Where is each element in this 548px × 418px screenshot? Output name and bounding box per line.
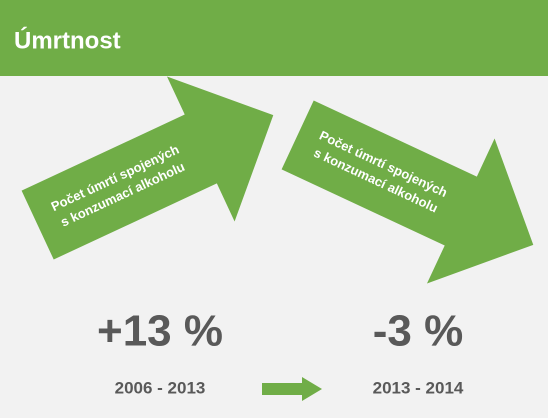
change-value: +13 %: [97, 307, 223, 356]
header-bar: [0, 0, 548, 76]
period-label: 2013 - 2014: [373, 378, 464, 397]
small-arrow: [262, 377, 322, 401]
change-value: -3 %: [373, 307, 463, 356]
header-title: Úmrtnost: [14, 26, 121, 54]
arrow-shape: [281, 100, 534, 284]
period-label: 2006 - 2013: [115, 378, 206, 397]
arrow-shape: [21, 76, 274, 260]
